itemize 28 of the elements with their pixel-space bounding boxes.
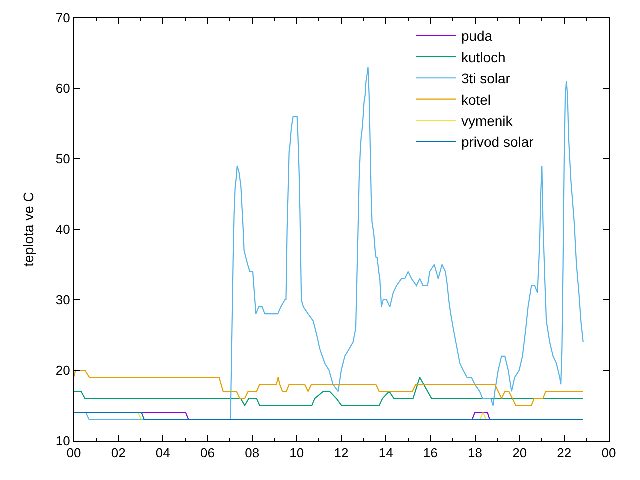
x-tick-label: 02 bbox=[111, 446, 126, 461]
x-tick-label: 10 bbox=[290, 446, 304, 461]
y-tick-label: 30 bbox=[56, 292, 70, 308]
x-tick-label: 16 bbox=[423, 446, 438, 461]
y-tick-label: 50 bbox=[56, 152, 70, 167]
x-tick-label: 08 bbox=[245, 446, 260, 461]
x-tick-label: 18 bbox=[468, 446, 482, 461]
legend-label: puda bbox=[461, 28, 493, 44]
y-tick-label: 60 bbox=[56, 81, 70, 96]
x-tick-label: 00 bbox=[602, 446, 616, 461]
line-series bbox=[74, 370, 584, 406]
x-tick-label: 14 bbox=[378, 446, 394, 461]
y-tick-label: 20 bbox=[56, 363, 70, 378]
x-tick-label: 20 bbox=[512, 446, 528, 461]
y-tick-label: 70 bbox=[56, 10, 70, 26]
x-tick-label: 12 bbox=[334, 446, 349, 461]
legend-label: kutloch bbox=[461, 49, 506, 66]
legend-label: 3ti solar bbox=[461, 70, 511, 87]
line-series bbox=[85, 66, 584, 420]
x-tick-label: 22 bbox=[557, 446, 572, 461]
legend-label: vymenik bbox=[461, 112, 514, 129]
y-tick-label: 40 bbox=[56, 222, 70, 238]
y-axis-title: teplota ve C bbox=[20, 192, 37, 267]
legend-label: kotel bbox=[461, 92, 492, 108]
legend-label: privod solar bbox=[461, 134, 534, 150]
x-tick-label: 04 bbox=[156, 446, 170, 461]
x-tick-label: 06 bbox=[200, 446, 215, 461]
line-series bbox=[74, 377, 584, 406]
